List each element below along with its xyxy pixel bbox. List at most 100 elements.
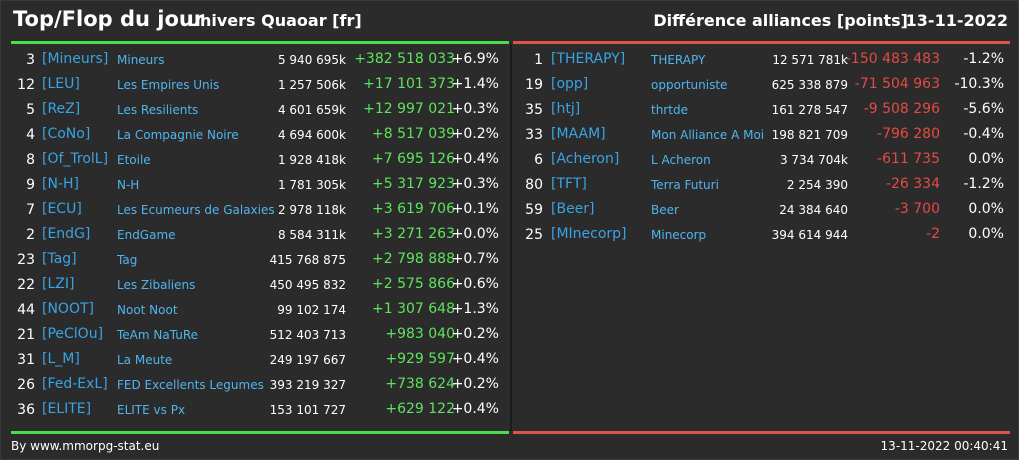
points-difference: -611 735 [877, 151, 940, 167]
alliance-tag-link[interactable]: [THERAPY] [551, 51, 626, 67]
alliance-tag-link[interactable]: [MAAM] [551, 126, 606, 142]
percent-change: +0.4% [451, 401, 499, 417]
alliance-points: 8 584 311k [277, 228, 346, 242]
alliance-name: Les Zibaliens [117, 278, 196, 292]
alliance-tag-link[interactable]: [L_M] [42, 351, 80, 367]
alliance-points: 2 978 118k [277, 203, 346, 217]
percent-change: +0.1% [451, 201, 499, 217]
alliance-name: La Compagnie Noire [117, 128, 239, 142]
alliance-tag-link[interactable]: [ECU] [42, 201, 82, 217]
percent-change: +0.2% [451, 126, 499, 142]
alliance-tag-link[interactable]: [N-H] [42, 176, 79, 192]
percent-change: 0.0% [968, 226, 1004, 242]
alliance-tag-link[interactable]: [ReZ] [42, 101, 81, 117]
alliance-tag-link[interactable]: [Of_TrolL] [42, 151, 109, 167]
alliance-rank: 5 [26, 102, 35, 118]
alliance-points: 450 495 832 [269, 278, 346, 292]
percent-change: +1.3% [451, 301, 499, 317]
metric-title: Différence alliances [points] [653, 11, 908, 30]
alliance-name: EndGame [117, 228, 176, 242]
points-difference: +629 122 [385, 401, 455, 417]
alliance-tag-link[interactable]: [Mineurs] [42, 51, 109, 67]
alliance-points: 249 197 667 [269, 353, 346, 367]
alliance-name: TeAm NaTuRe [117, 328, 199, 342]
alliance-tag-link[interactable]: [htj] [551, 101, 581, 117]
alliance-tag-link[interactable]: [Tag] [42, 251, 77, 267]
alliance-rank: 7 [26, 202, 35, 218]
alliance-row: 21 [PeClOu] TeAm NaTuRe 512 403 713 +983 040… [11, 324, 509, 349]
alliance-tag-link[interactable]: [CoNo] [42, 126, 91, 142]
percent-change: 0.0% [968, 151, 1004, 167]
alliance-row: 26 [Fed-ExL] FED Excellents Legumes 393 219… [11, 374, 509, 399]
alliance-rank: 9 [26, 177, 35, 193]
points-difference: -2 [926, 226, 940, 242]
alliance-tag-link[interactable]: [ELITE] [42, 401, 92, 417]
points-difference: +7 695 126 [372, 151, 455, 167]
points-difference: +2 798 888 [372, 251, 455, 267]
alliance-tag-link[interactable]: [EndG] [42, 226, 91, 242]
percent-change: -1.2% [963, 51, 1004, 67]
points-difference: +17 101 373 [363, 76, 455, 92]
alliance-rank: 36 [17, 402, 35, 418]
alliance-name: Les Resilients [117, 103, 199, 117]
alliance-rank: 2 [26, 227, 35, 243]
alliance-row: 19 [opp] opportuniste 625 338 879 -71 504 96… [513, 74, 1010, 99]
flop-accent-bar [513, 41, 1010, 44]
points-difference: -150 483 483 [845, 51, 940, 67]
points-difference: +8 517 039 [372, 126, 455, 142]
alliance-tag-link[interactable]: [MInecorp] [551, 226, 627, 242]
alliance-name: Minecorp [651, 228, 707, 242]
alliance-points: 1 257 506k [277, 78, 346, 92]
alliance-tag-link[interactable]: [TFT] [551, 176, 587, 192]
alliance-row: 6 [Acheron] L Acheron 3 734 704k -611 735 0.0… [513, 149, 1010, 174]
alliance-name: Beer [651, 203, 679, 217]
points-difference: +3 619 706 [372, 201, 455, 217]
alliance-tag-link[interactable]: [LZI] [42, 276, 75, 292]
alliance-points: 198 821 709 [771, 128, 848, 142]
alliance-points: 161 278 547 [771, 103, 848, 117]
alliance-rank: 19 [525, 77, 543, 93]
alliance-row: 5 [ReZ] Les Resilients 4 601 659k +12 997 02… [11, 99, 509, 124]
points-difference: +3 271 263 [372, 226, 455, 242]
alliance-name: Terra Futuri [651, 178, 719, 192]
alliance-name: Noot Noot [117, 303, 178, 317]
alliance-row: 33 [MAAM] Mon Alliance A Moi 198 821 709 -79… [513, 124, 1010, 149]
percent-change: +0.3% [451, 101, 499, 117]
top-gainers-list: 3 [Mineurs] Mineurs 5 940 695k +382 518 033 +… [11, 49, 509, 424]
alliance-tag-link[interactable]: [PeClOu] [42, 326, 104, 342]
alliance-points: 1 781 305k [277, 178, 346, 192]
header: Top/Flop du jour Univers Quaoar [fr] Dif… [1, 1, 1019, 41]
alliance-tag-link[interactable]: [Beer] [551, 201, 595, 217]
alliance-name: L Acheron [651, 153, 711, 167]
alliance-name: THERAPY [651, 53, 706, 67]
header-date: 13-11-2022 [905, 11, 1008, 30]
footer-timestamp: 13-11-2022 00:40:41 [880, 439, 1008, 453]
percent-change: -1.2% [963, 176, 1004, 192]
alliance-tag-link[interactable]: [NOOT] [42, 301, 94, 317]
alliance-row: 23 [Tag] Tag 415 768 875 +2 798 888 +0.7% [11, 249, 509, 274]
alliance-points: 625 338 879 [771, 78, 848, 92]
alliance-tag-link[interactable]: [LEU] [42, 76, 80, 92]
points-difference: +382 518 033 [354, 51, 455, 67]
alliance-points: 4 601 659k [277, 103, 346, 117]
points-difference: -796 280 [877, 126, 940, 142]
alliance-tag-link[interactable]: [opp] [551, 76, 589, 92]
alliance-row: 35 [htj] thrtde 161 278 547 -9 508 296 -5.6% [513, 99, 1010, 124]
percent-change: +0.6% [451, 276, 499, 292]
alliance-name: Les Ecumeurs de Galaxies [117, 203, 275, 217]
percent-change: 0.0% [968, 201, 1004, 217]
alliance-name: Mon Alliance A Moi [651, 128, 765, 142]
top-accent-bar [11, 41, 509, 44]
alliance-row: 8 [Of_TrolL] Etoile 1 928 418k +7 695 126 +0.… [11, 149, 509, 174]
alliance-points: 1 928 418k [277, 153, 346, 167]
points-difference: -71 504 963 [854, 76, 940, 92]
alliance-tag-link[interactable]: [Fed-ExL] [42, 376, 108, 392]
alliance-tag-link[interactable]: [Acheron] [551, 151, 620, 167]
points-difference: +2 575 866 [372, 276, 455, 292]
alliance-rank: 35 [525, 102, 543, 118]
alliance-points: 512 403 713 [269, 328, 346, 342]
percent-change: +0.2% [451, 376, 499, 392]
alliance-name: ELITE vs Px [117, 403, 186, 417]
alliance-row: 1 [THERAPY] THERAPY 12 571 781k -150 483 483… [513, 49, 1010, 74]
